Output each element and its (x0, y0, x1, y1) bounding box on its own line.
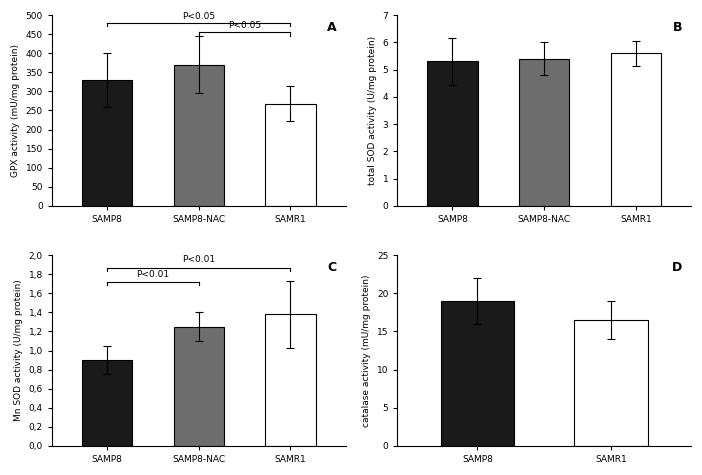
Y-axis label: GPX activity (mU/mg protein): GPX activity (mU/mg protein) (11, 44, 20, 177)
Text: B: B (673, 21, 682, 34)
Bar (265, 104, 316, 206)
Y-axis label: total SOD activity (U/mg protein): total SOD activity (U/mg protein) (368, 36, 377, 185)
Text: A: A (327, 21, 337, 34)
Text: P<0.01: P<0.01 (183, 255, 216, 264)
Text: P<0.05: P<0.05 (183, 12, 216, 21)
Y-axis label: Mn SOD activity (U/mg protein): Mn SOD activity (U/mg protein) (14, 280, 23, 421)
Text: P<0.01: P<0.01 (136, 269, 169, 278)
Bar (611, 53, 661, 206)
Y-axis label: catalase activity (mU/mg protein): catalase activity (mU/mg protein) (362, 274, 371, 427)
Bar (574, 320, 647, 446)
Bar (81, 360, 132, 446)
Bar (265, 314, 316, 446)
Text: P<0.05: P<0.05 (228, 21, 261, 30)
Bar (427, 61, 477, 206)
Bar (441, 301, 514, 446)
Bar (81, 80, 132, 206)
Bar (519, 59, 569, 206)
Text: D: D (672, 261, 682, 274)
Bar (173, 65, 224, 206)
Text: C: C (328, 261, 337, 274)
Bar (173, 327, 224, 446)
